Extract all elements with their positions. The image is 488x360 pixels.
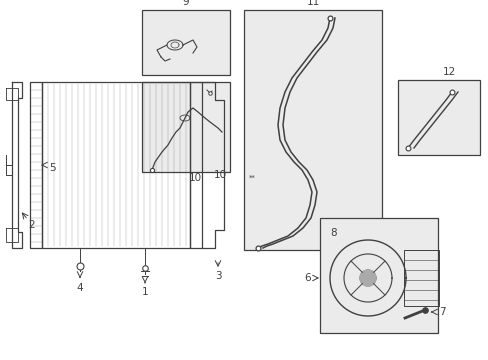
Bar: [319, 218, 437, 333]
Text: 3: 3: [214, 271, 221, 281]
Text: 10: 10: [213, 170, 226, 180]
Bar: [244, 10, 381, 250]
Text: 4: 4: [77, 283, 83, 293]
Bar: [142, 10, 229, 75]
Text: 8: 8: [329, 228, 336, 238]
Bar: [190, 82, 202, 248]
Text: 7: 7: [438, 307, 445, 317]
Text: **: **: [248, 175, 255, 181]
Bar: [403, 250, 438, 306]
Text: 12: 12: [442, 67, 455, 77]
Text: 5: 5: [49, 163, 55, 173]
Circle shape: [359, 270, 375, 286]
Text: 9: 9: [183, 0, 189, 7]
Bar: [42, 82, 190, 248]
Bar: [397, 80, 479, 155]
Text: 1: 1: [142, 287, 148, 297]
Text: 6: 6: [304, 273, 311, 283]
Text: 11: 11: [306, 0, 319, 7]
Bar: [30, 82, 42, 248]
Bar: [142, 82, 229, 172]
Text: 10: 10: [188, 173, 201, 183]
Text: 2: 2: [29, 220, 35, 230]
